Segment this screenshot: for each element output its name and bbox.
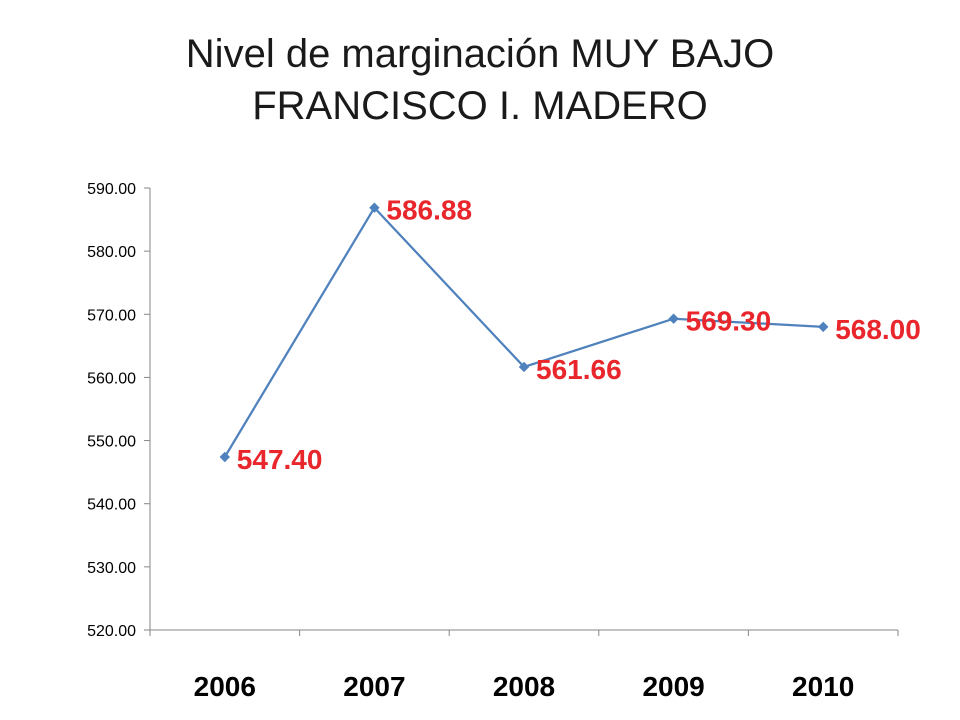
y-tick-label: 570.00 — [87, 307, 136, 324]
data-label: 561.66 — [536, 354, 622, 385]
x-tick-label: 2007 — [343, 671, 405, 702]
x-tick-label: 2010 — [792, 671, 854, 702]
y-tick-label: 530.00 — [87, 560, 136, 577]
chart-title: Nivel de marginación MUY BAJO FRANCISCO … — [0, 28, 960, 132]
data-point-marker — [219, 451, 231, 463]
y-tick-label: 580.00 — [87, 244, 136, 261]
data-label: 568.00 — [835, 314, 921, 345]
data-point-marker — [817, 321, 829, 333]
y-tick-label: 550.00 — [87, 434, 136, 451]
data-point-marker — [668, 313, 679, 324]
data-label: 569.30 — [686, 306, 772, 337]
y-tick-label: 520.00 — [87, 623, 136, 640]
chart-title-line-2: FRANCISCO I. MADERO — [252, 84, 708, 128]
y-tick-label: 590.00 — [87, 181, 136, 198]
x-tick-label: 2006 — [194, 671, 256, 702]
data-label: 586.88 — [386, 195, 472, 226]
chart-title-line-1: Nivel de marginación MUY BAJO — [185, 32, 775, 76]
data-label: 547.40 — [237, 444, 323, 475]
data-point-marker — [369, 202, 380, 213]
y-tick-label: 560.00 — [87, 370, 136, 387]
x-tick-label: 2009 — [642, 671, 704, 702]
x-tick-label: 2008 — [493, 671, 555, 702]
y-tick-label: 540.00 — [87, 497, 136, 514]
data-point-marker — [518, 361, 530, 373]
